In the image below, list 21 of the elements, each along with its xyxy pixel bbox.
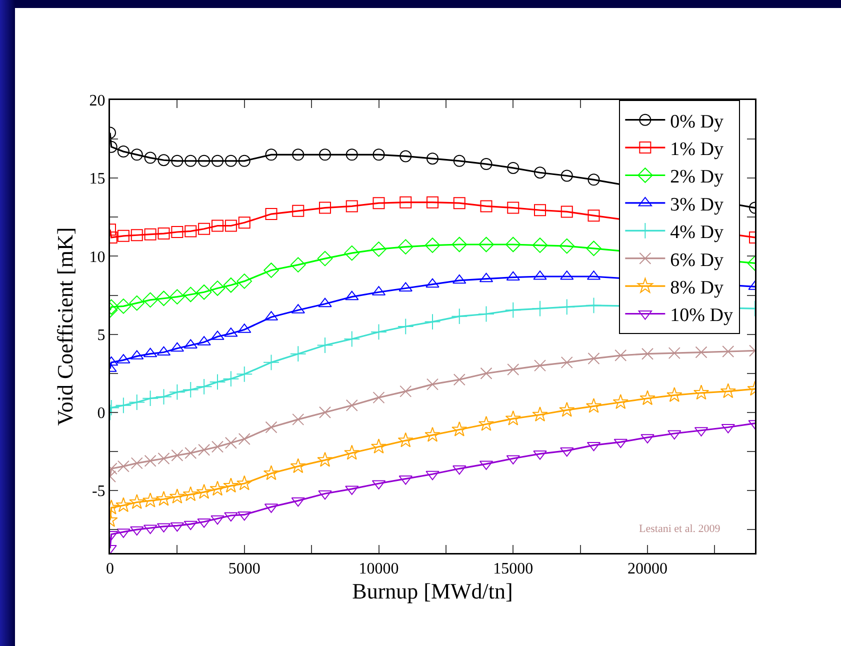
y-tick-label: 5 (97, 326, 106, 344)
annotation: Lestani et al. 2009 (639, 523, 721, 535)
y-tick-label: -5 (92, 483, 106, 500)
legend-label: 3% Dy (670, 194, 724, 216)
x-axis-title: Burnup [MWd/tn] (352, 578, 513, 604)
y-tick-label: 20 (89, 92, 106, 110)
x-tick-label: 20000 (628, 560, 668, 578)
legend-label: 8% Dy (670, 277, 724, 298)
x-tick-label: 10000 (358, 560, 399, 578)
y-tick-label: 10 (89, 248, 106, 266)
legend-label: 1% Dy (670, 138, 724, 160)
x-tick-label: 5000 (228, 560, 260, 578)
y-axis-title: Void Coefficient [mK] (52, 227, 78, 426)
y-tick-label: 0 (97, 405, 106, 422)
legend-label: 4% Dy (670, 222, 724, 244)
x-tick-label: 15000 (493, 560, 534, 578)
y-tick-label: 15 (89, 170, 106, 188)
legend-label: 6% Dy (670, 250, 724, 271)
legend-label: 10% Dy (670, 305, 734, 326)
legend-label: 0% Dy (670, 111, 724, 132)
legend-label: 2% Dy (670, 166, 724, 188)
